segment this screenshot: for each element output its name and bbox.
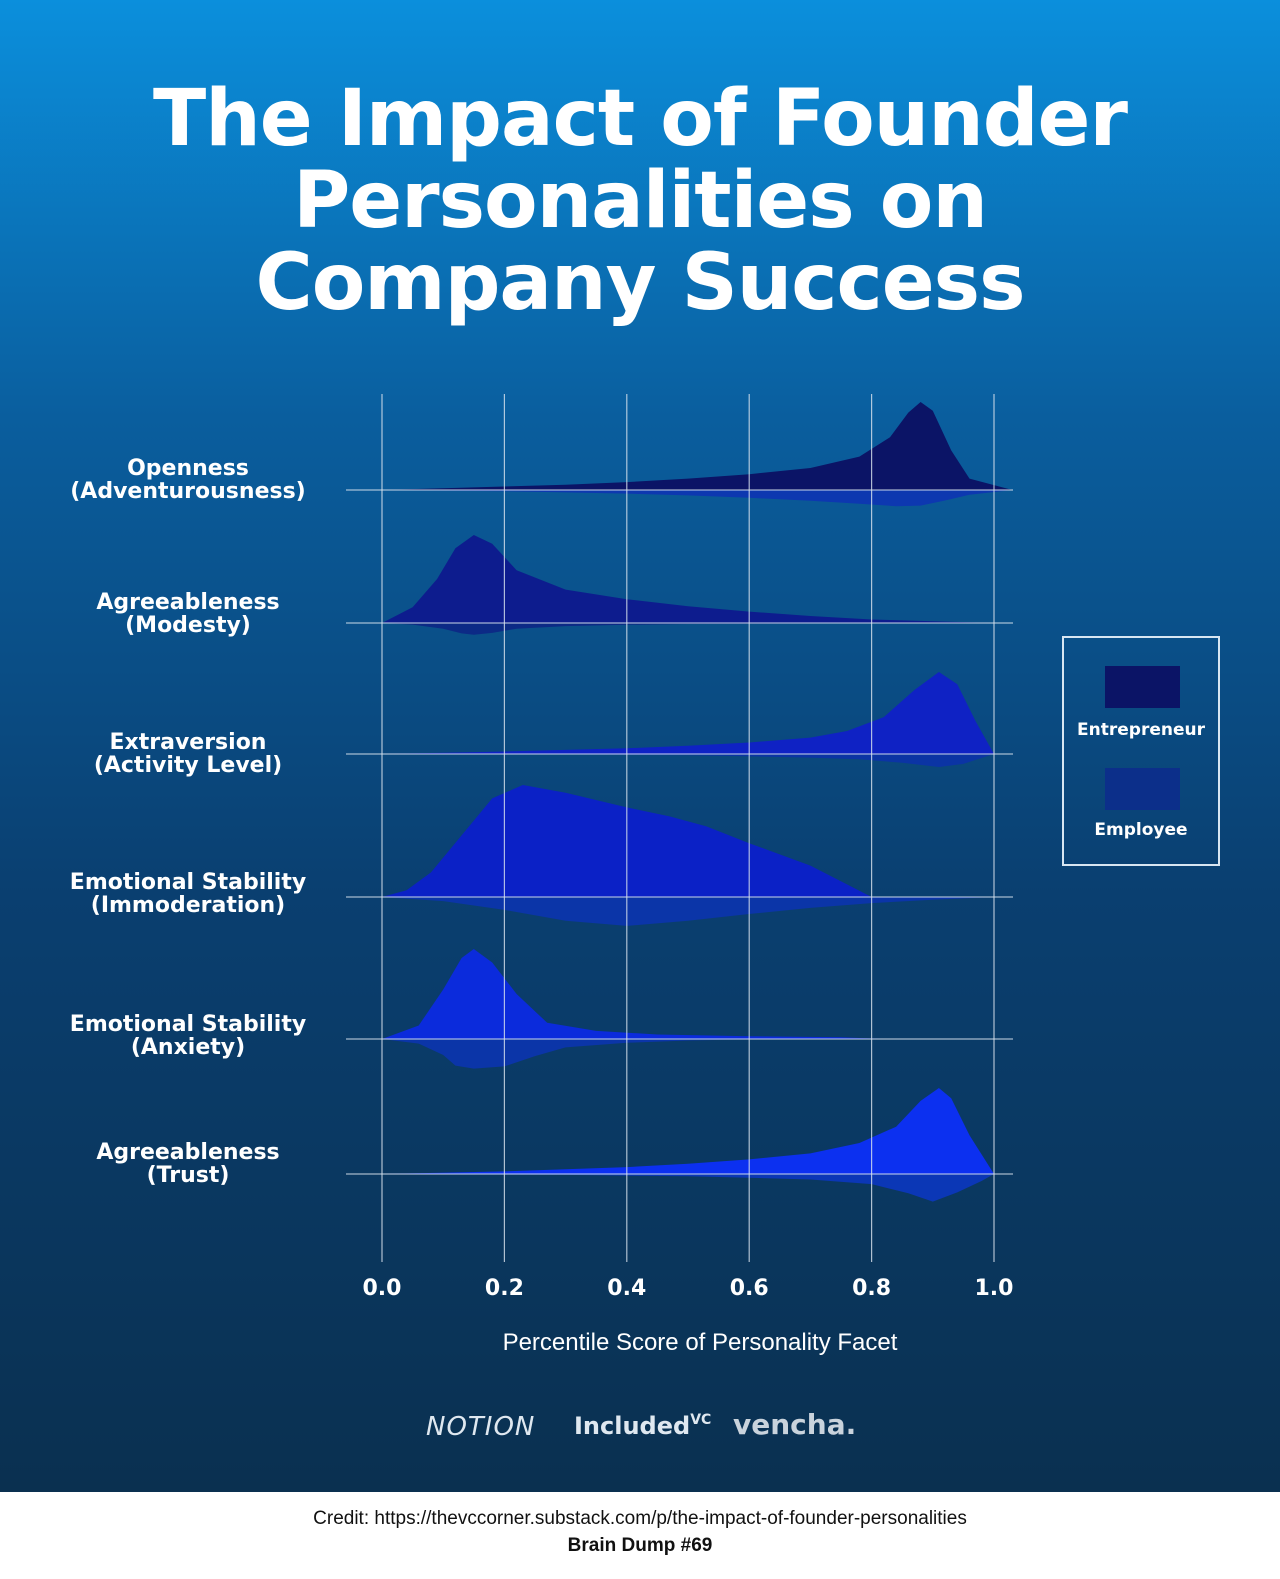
- category-labels: Openness (Adventurousness)Agreeableness (M…: [70, 456, 306, 1188]
- x-tick-label: 0.0: [363, 1276, 402, 1301]
- category-label-line: Emotional Stability: [70, 1012, 306, 1037]
- legend-swatch-employee: [1105, 768, 1180, 810]
- credit-line: Credit: https://thevccorner.substack.com…: [313, 1508, 967, 1529]
- category-label: Extraversion (Activity Level): [94, 730, 282, 778]
- vencha-logo: vencha.: [733, 1408, 857, 1441]
- employee-density-1: [382, 623, 994, 635]
- legend-label-employee: Employee: [1094, 820, 1188, 840]
- included-logo-text: Included: [574, 1412, 691, 1440]
- chart-gridlines: [381, 394, 995, 1262]
- x-tick-labels: 0.0 0.2 0.4 0.6 0.8 1.0: [363, 1276, 1014, 1301]
- category-label-line: Agreeableness: [96, 590, 279, 615]
- included-logo-sup: VC: [690, 1412, 712, 1428]
- legend-swatch-entrepreneur: [1105, 666, 1180, 708]
- violin-chart: Openness (Adventurousness)Agreeableness (M…: [70, 394, 1014, 1356]
- x-tick-label: 0.8: [852, 1276, 891, 1301]
- category-label-line: (Anxiety): [131, 1035, 245, 1060]
- employee-density-5: [382, 1174, 994, 1202]
- page-title: The Impact of Founder Personalities on C…: [0, 78, 1280, 324]
- category-label: Agreeableness (Modesty): [96, 590, 279, 638]
- entrepreneur-density-0: [382, 402, 1013, 490]
- x-tick-label: 1.0: [975, 1276, 1014, 1301]
- employee-density-4: [382, 1039, 811, 1069]
- notion-logo: NOTION: [426, 1412, 536, 1442]
- category-label-line: (Immoderation): [91, 893, 285, 918]
- entrepreneur-density-1: [382, 535, 994, 623]
- brain-dump-label: Brain Dump #69: [567, 1535, 713, 1556]
- entrepreneur-density-4: [382, 949, 884, 1039]
- category-label-line: Agreeableness: [96, 1140, 279, 1165]
- category-label-line: (Modesty): [125, 613, 251, 638]
- category-label-line: (Trust): [147, 1163, 230, 1188]
- title-line: Personalities on: [293, 156, 988, 246]
- title-line: Company Success: [255, 238, 1025, 328]
- x-tick-label: 0.6: [730, 1276, 769, 1301]
- category-label-line: (Adventurousness): [70, 479, 305, 504]
- category-label: Emotional Stability (Anxiety): [70, 1012, 306, 1060]
- category-label-line: Emotional Stability: [70, 870, 306, 895]
- category-label: Openness (Adventurousness): [70, 456, 305, 504]
- employee-density-3: [382, 897, 994, 926]
- title-line: The Impact of Founder: [153, 74, 1128, 164]
- category-label: Agreeableness (Trust): [96, 1140, 279, 1188]
- employee-density-2: [382, 754, 994, 767]
- entrepreneur-density-5: [382, 1088, 994, 1174]
- x-tick-label: 0.2: [485, 1276, 524, 1301]
- legend-label-entrepreneur: Entrepreneur: [1077, 720, 1205, 740]
- x-tick-label: 0.4: [607, 1276, 646, 1301]
- category-label-line: Extraversion: [110, 730, 267, 755]
- category-label-line: Openness: [127, 456, 249, 481]
- x-axis-label: Percentile Score of Personality Facet: [503, 1329, 898, 1356]
- chart-legend: Entrepreneur Employee: [1062, 636, 1220, 866]
- category-label: Emotional Stability (Immoderation): [70, 870, 306, 918]
- chart-baselines: [346, 489, 1013, 1175]
- poster: The Impact of Founder Personalities on C…: [0, 0, 1280, 1492]
- chart-shapes: [382, 402, 1013, 1202]
- entrepreneur-density-2: [382, 672, 994, 754]
- employee-density-0: [382, 490, 1013, 507]
- category-label-line: (Activity Level): [94, 753, 282, 778]
- included-vc-logo: IncludedVC: [574, 1412, 711, 1440]
